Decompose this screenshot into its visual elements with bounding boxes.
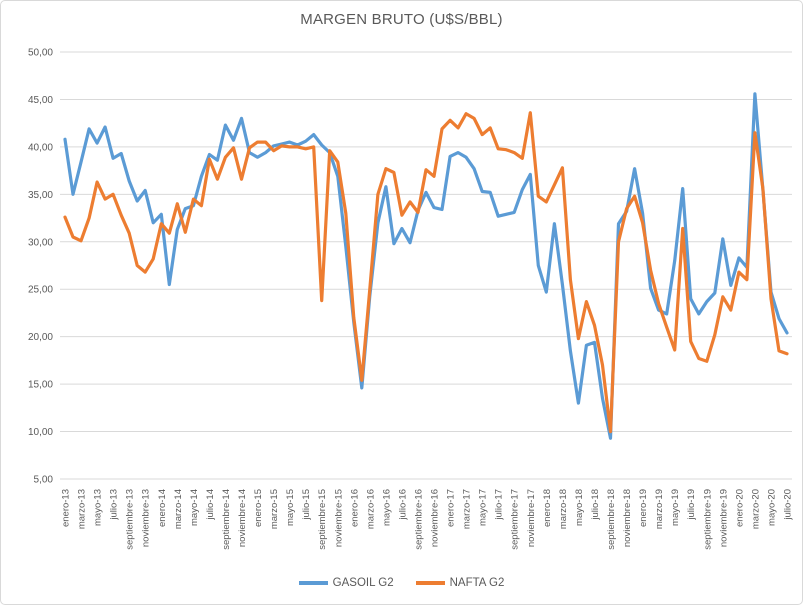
x-tick-label: enero-16 [349,489,360,527]
legend-item-gasoil[interactable]: GASOIL G2 [298,577,394,589]
x-tick-label: noviembre-17 [526,489,537,547]
x-tick-label: mayo-16 [381,489,392,526]
x-tick-label: enero-13 [61,489,72,527]
nafta-line-swatch [415,581,445,585]
x-tick-label: mayo-20 [766,489,777,526]
x-tick-label: mayo-17 [478,489,489,526]
chart-legend: GASOIL G2 NAFTA G2 [1,577,802,589]
x-tick-label: septiembre-19 [702,489,713,550]
x-tick-label: septiembre-16 [413,489,424,550]
x-tick-label: julio-15 [301,489,312,521]
x-tick-label: mayo-18 [574,489,585,526]
x-tick-label: septiembre-13 [125,489,136,550]
series-line-nafta-g2 [63,111,789,434]
x-tick-label: julio-17 [494,489,505,521]
x-tick-label: septiembre-14 [221,489,232,550]
y-tick-label: 30,00 [28,237,53,248]
x-tick-label: julio-20 [783,489,794,521]
y-tick-label: 40,00 [28,142,53,153]
x-tick-label: julio-13 [109,489,120,521]
x-tick-label: marzo-14 [173,489,184,529]
x-tick-label: enero-20 [734,489,745,527]
x-tick-label: enero-14 [157,489,168,527]
y-tick-label: 50,00 [28,48,53,59]
x-tick-label: noviembre-16 [430,489,441,547]
x-tick-label: noviembre-13 [141,489,152,547]
x-tick-label: enero-18 [542,489,553,527]
y-tick-label: 5,00 [34,475,54,486]
x-tick-label: marzo-15 [269,489,280,529]
x-tick-label: noviembre-19 [718,489,729,547]
y-tick-label: 25,00 [28,285,53,296]
x-tick-label: julio-18 [590,489,601,521]
x-tick-label: marzo-17 [462,489,473,529]
x-tick-label: enero-17 [446,489,457,527]
chart-plot: 50,00 45,00 40,00 35,00 30,00 25,00 20,00 15,00… [28,48,794,550]
y-tick-label: 45,00 [28,95,53,106]
x-tick-label: marzo-19 [654,489,665,529]
x-tick-label: mayo-15 [285,489,296,526]
x-tick-label: mayo-13 [93,489,104,526]
x-tick-label: mayo-19 [670,489,681,526]
x-tick-label: septiembre-17 [510,489,521,550]
y-tick-label: 10,00 [28,427,53,438]
x-tick-label: noviembre-15 [333,489,344,547]
series-line-gasoil-g2 [63,92,789,440]
x-tick-label: marzo-20 [750,489,761,529]
x-tick-label: julio-14 [205,489,216,521]
x-tick-label: septiembre-15 [317,489,328,550]
y-tick-label: 35,00 [28,190,53,201]
y-tick-label: 15,00 [28,380,53,391]
x-tick-label: mayo-14 [189,489,200,526]
legend-label: NAFTA G2 [449,577,505,589]
x-tick-label: noviembre-18 [622,489,633,547]
x-tick-label: septiembre-18 [606,489,617,550]
x-tick-label: enero-19 [638,489,649,527]
gasoil-line-swatch [298,581,328,585]
x-tick-label: noviembre-14 [237,489,248,547]
x-tick-label: marzo-16 [365,489,376,529]
x-tick-label: enero-15 [253,489,264,527]
chart-title: MARGEN BRUTO (U$S/BBL) [300,11,503,28]
x-tick-label: julio-19 [686,489,697,521]
x-tick-label: marzo-13 [77,489,88,529]
y-tick-label: 20,00 [28,332,53,343]
x-tick-label: julio-16 [397,489,408,521]
legend-label: GASOIL G2 [332,577,394,589]
x-tick-label: marzo-18 [558,489,569,529]
legend-item-nafta[interactable]: NAFTA G2 [415,577,505,589]
